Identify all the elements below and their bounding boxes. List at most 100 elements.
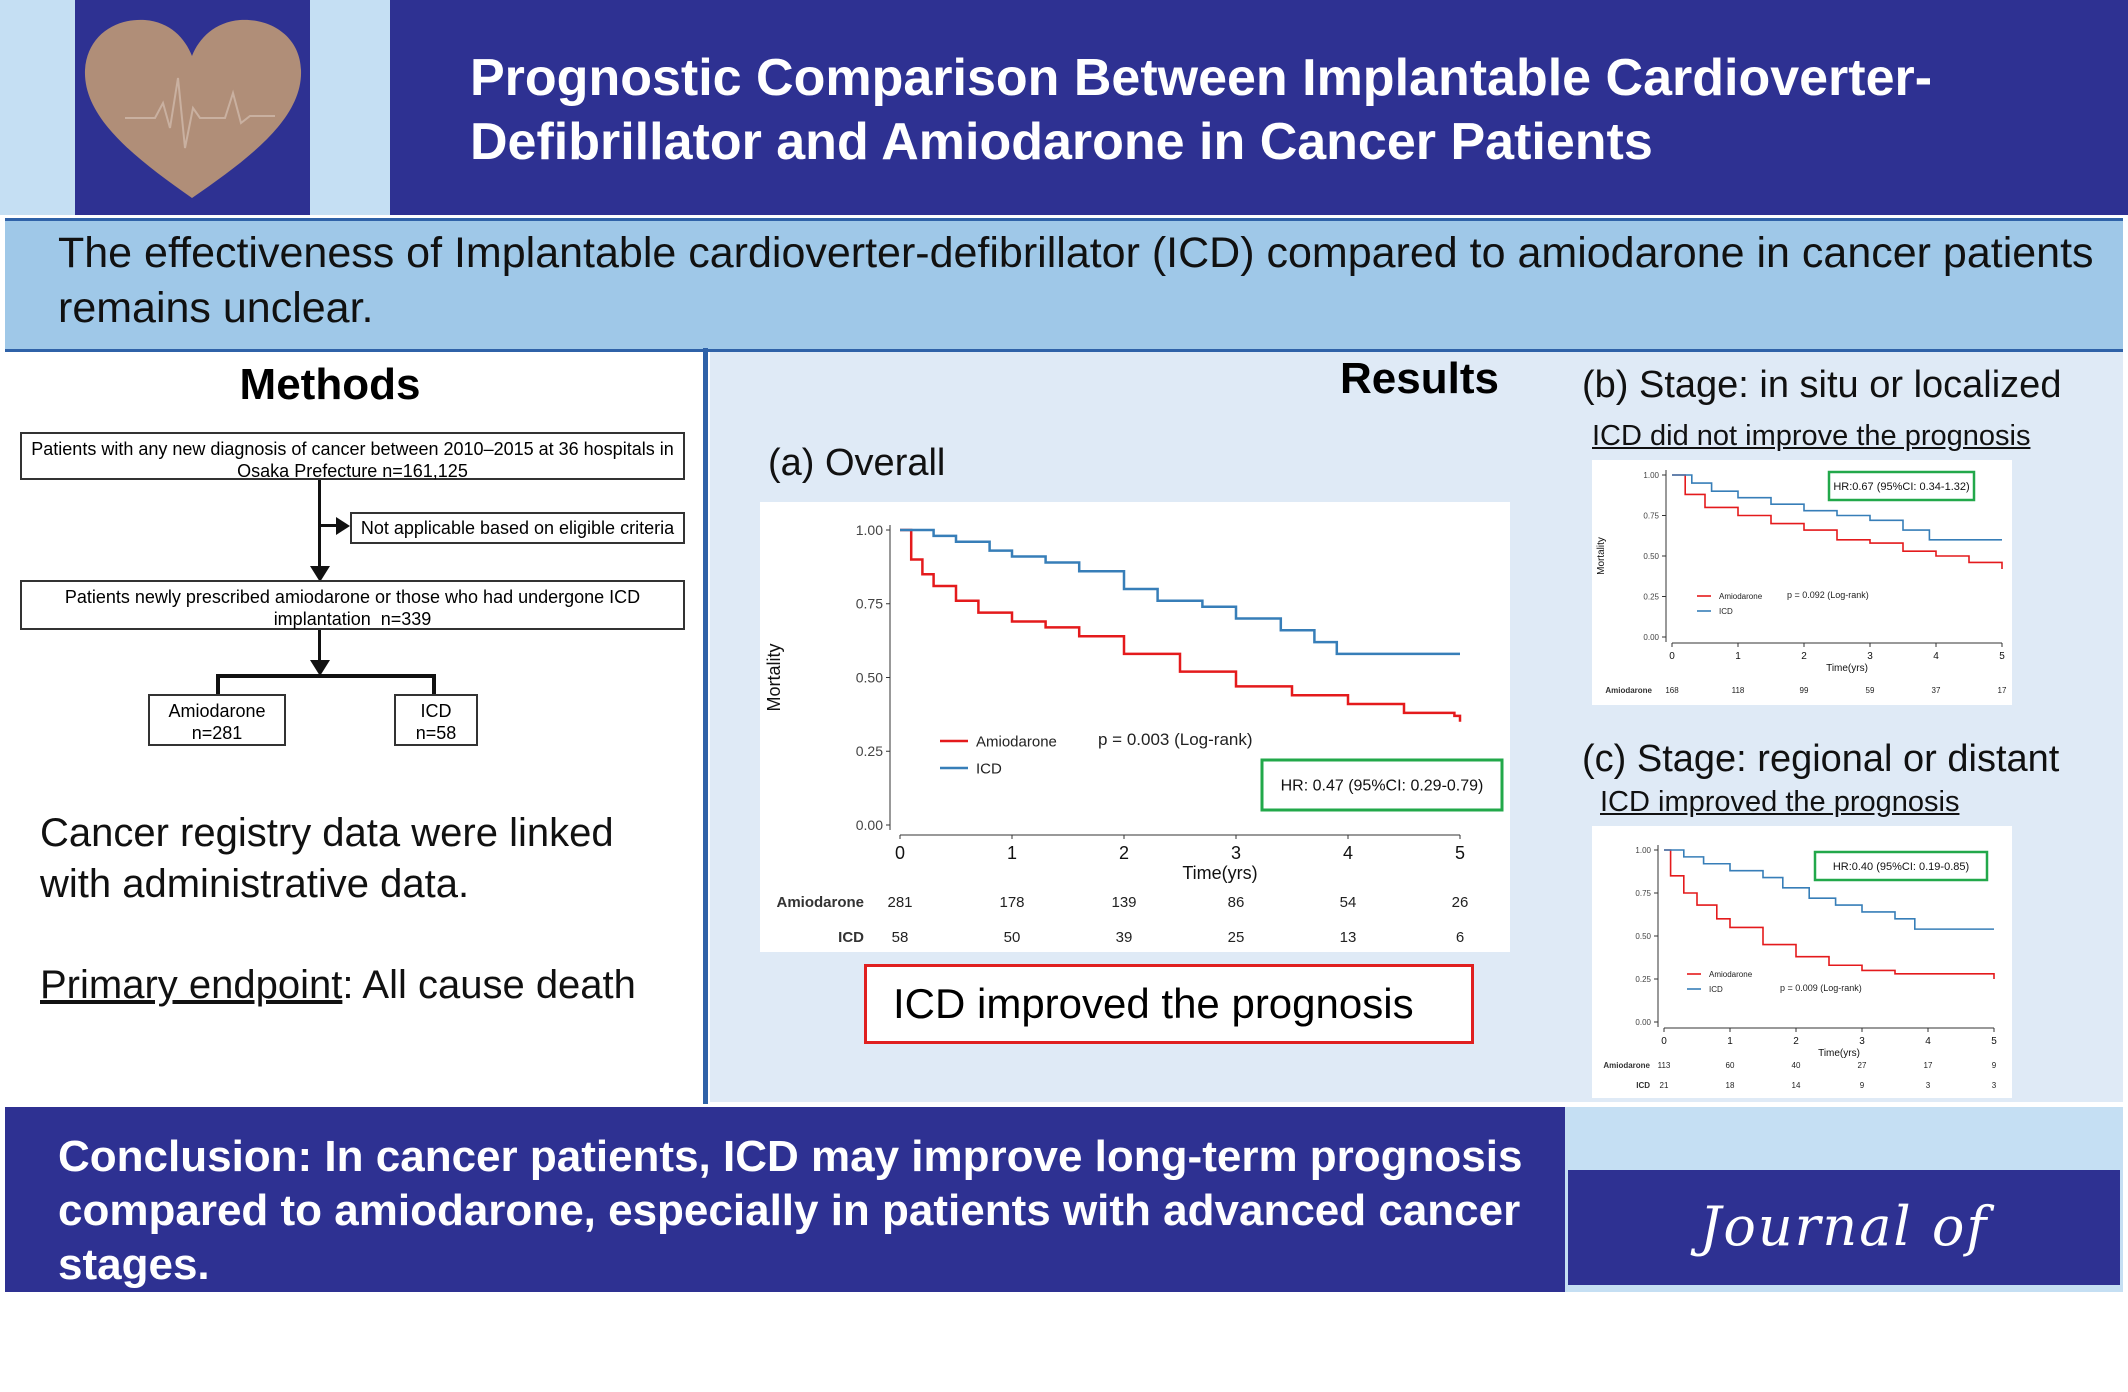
- hr-label: HR:0.40 (95%CI: 0.19-0.85): [1833, 861, 1969, 873]
- y-tick-label: 0.75: [1635, 889, 1651, 898]
- flow-connector: [432, 674, 436, 696]
- panel-divider: [703, 348, 708, 1104]
- risk-value: 99: [1800, 686, 1809, 695]
- endpoint-label: Primary endpoint: [40, 963, 343, 1007]
- risk-row-label: ICD: [838, 929, 864, 946]
- panel-c-note: ICD improved the prognosis: [1600, 786, 1960, 818]
- flow-connector: [320, 524, 340, 527]
- risk-value: 25: [1228, 929, 1245, 946]
- km-curve-amiodarone: [1664, 849, 1995, 979]
- km-chart-overall: 0.00 0.25 0.50 0.75 1.00 0 1 2 3 4 5 Time(yrs) Morta…: [760, 502, 1510, 952]
- icd-n: n=58: [415, 723, 457, 743]
- x-axis-title: Time(yrs): [1182, 863, 1257, 883]
- y-tick-label: 1.00: [856, 522, 883, 538]
- y-tick-label: 0.25: [1643, 592, 1659, 601]
- x-tick-label: 1: [1007, 843, 1017, 863]
- risk-value: 39: [1116, 929, 1133, 946]
- panel-b-note: ICD did not improve the prognosis: [1592, 420, 2031, 452]
- panel-b-label: (b) Stage: in situ or localized: [1582, 364, 2062, 406]
- x-tick-label: 3: [1859, 1036, 1865, 1047]
- km-curve-icd: [1664, 849, 1994, 930]
- risk-value: 40: [1792, 1061, 1801, 1070]
- km-chart-advanced: 0.00 0.25 0.50 0.75 1.00 0 1 2 3 4 5 Time(yrs) Amiod…: [1592, 826, 2012, 1098]
- risk-value: 118: [1732, 686, 1745, 695]
- km-chart-localized: 0.00 0.25 0.50 0.75 1.00 0 1 2 3 4 5 Time(yrs) Morta…: [1592, 460, 2012, 705]
- y-tick-label: 0.50: [1643, 552, 1659, 561]
- legend-label: Amiodarone: [976, 733, 1057, 750]
- risk-row-label: ICD: [1636, 1081, 1650, 1090]
- risk-value: 3: [1992, 1081, 1997, 1090]
- conclusion-callout: ICD improved the prognosis: [864, 964, 1474, 1044]
- amiodarone-n: n=281: [191, 723, 243, 743]
- linked-data-text: Cancer registry data were linked with ad…: [40, 811, 614, 906]
- y-tick-label: 0.75: [1643, 511, 1659, 520]
- x-tick-label: 1: [1735, 651, 1741, 662]
- risk-value: 17: [1998, 686, 2007, 695]
- x-tick-label: 2: [1119, 843, 1129, 863]
- km-curve-icd: [1672, 474, 2002, 541]
- y-tick-label: 0.00: [1635, 1018, 1651, 1027]
- hr-label: HR:0.67 (95%CI: 0.34-1.32): [1833, 481, 1969, 493]
- legend-label: Amiodarone: [1719, 592, 1763, 601]
- conclusion-banner: [5, 1107, 1565, 1292]
- risk-value: 281: [887, 894, 912, 911]
- risk-value: 54: [1340, 894, 1357, 911]
- journal-name: Journal of Arrhythmia: [1677, 1195, 2011, 1368]
- primary-endpoint: Primary endpoint: All cause death: [40, 960, 700, 1011]
- km-curve-amiodarone: [1672, 474, 2003, 569]
- legend-label: ICD: [976, 760, 1002, 777]
- journal-logo: [1568, 1170, 2120, 1285]
- risk-value: 9: [1860, 1081, 1865, 1090]
- risk-value: 178: [999, 894, 1024, 911]
- y-tick-label: 1.00: [1635, 846, 1651, 855]
- risk-value: 139: [1111, 894, 1136, 911]
- hr-label: HR: 0.47 (95%CI: 0.29-0.79): [1281, 778, 1484, 795]
- risk-value: 21: [1660, 1081, 1669, 1090]
- flow-box-icd: ICD n=58: [394, 694, 478, 746]
- risk-value: 59: [1866, 686, 1875, 695]
- flow-branch: [216, 674, 436, 678]
- panel-a-label: (a) Overall: [768, 442, 946, 484]
- x-tick-label: 5: [1991, 1036, 1997, 1047]
- legend-label: ICD: [1719, 607, 1733, 616]
- y-axis-title: Mortality: [764, 643, 784, 711]
- km-curve-amiodarone: [900, 528, 1462, 722]
- legend-label: Amiodarone: [1709, 970, 1753, 979]
- icd-label: ICD: [420, 701, 452, 721]
- hr-box: [1260, 758, 1504, 812]
- flow-connector: [318, 480, 321, 578]
- flow-connector: [216, 674, 220, 696]
- y-tick-label: 0.75: [856, 596, 883, 612]
- header-gap-band: [310, 0, 390, 215]
- x-axis-title: Time(yrs): [1818, 1048, 1860, 1059]
- flow-box-excluded: Not applicable based on eligible criteri…: [350, 512, 685, 544]
- x-tick-label: 0: [895, 843, 905, 863]
- arrow-right-icon: [336, 517, 350, 535]
- x-tick-label: 4: [1343, 843, 1353, 863]
- risk-value: 27: [1858, 1061, 1867, 1070]
- flow-box-study-population: Patients newly prescribed amiodarone or …: [20, 580, 685, 630]
- risk-value: 37: [1932, 686, 1941, 695]
- risk-value: 26: [1452, 894, 1469, 911]
- arrow-down-icon: [310, 660, 330, 676]
- risk-value: 60: [1726, 1061, 1735, 1070]
- methods-heading: Methods: [239, 360, 421, 409]
- x-tick-label: 3: [1231, 843, 1241, 863]
- legend-label: ICD: [1709, 985, 1723, 994]
- risk-value: 58: [892, 929, 909, 946]
- risk-row-label: Amiodarone: [1603, 1061, 1650, 1070]
- flow-box-amiodarone: Amiodarone n=281: [148, 694, 286, 746]
- y-tick-label: 0.50: [1635, 932, 1651, 941]
- hr-box: [1813, 850, 1989, 882]
- flow-connector: [318, 630, 321, 670]
- y-tick-label: 1.00: [1643, 471, 1659, 480]
- x-tick-label: 1: [1727, 1036, 1733, 1047]
- x-tick-label: 0: [1669, 651, 1675, 662]
- risk-value: 13: [1340, 929, 1357, 946]
- amiodarone-label: Amiodarone: [168, 701, 266, 721]
- chart-background: [760, 502, 1510, 952]
- risk-value: 168: [1665, 686, 1679, 695]
- x-tick-label: 2: [1793, 1036, 1799, 1047]
- x-tick-label: 3: [1867, 651, 1873, 662]
- y-tick-label: 0.25: [1635, 975, 1651, 984]
